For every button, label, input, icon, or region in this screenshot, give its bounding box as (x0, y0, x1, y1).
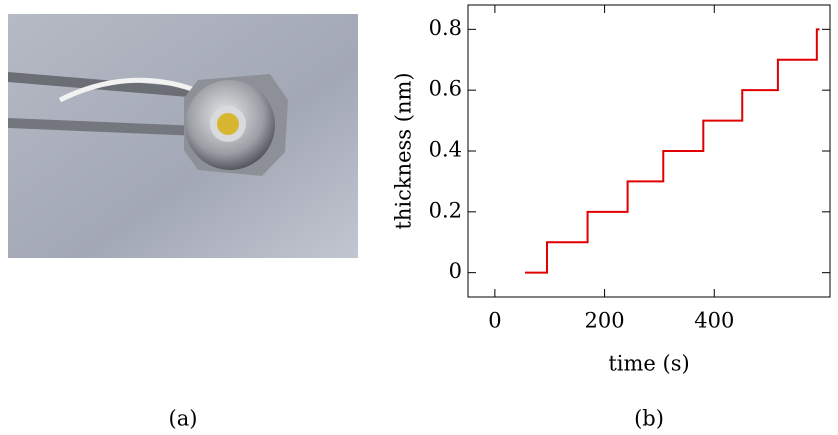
y-tick-label: 0.4 (429, 138, 462, 162)
y-tick-label: 0.6 (429, 77, 462, 101)
plot-frame (467, 4, 831, 298)
wire (58, 77, 201, 103)
y-axis-label: thickness (nm) (392, 72, 416, 229)
photo-background (8, 14, 358, 258)
y-tick-label: 0.2 (429, 198, 462, 222)
x-tick-label: 0 (488, 309, 501, 333)
caption: (b) (634, 407, 664, 431)
caption: (a) (169, 407, 198, 431)
y-tick-label: 0.8 (429, 16, 462, 40)
x-tick-label: 200 (585, 309, 625, 333)
chart: 0 200 400 0 0.2 0.4 0.6 0.8 time (s) thickness (n… (392, 4, 831, 431)
x-axis-label: time (s) (608, 352, 689, 376)
photo (8, 14, 358, 258)
data-line (525, 28, 820, 274)
y-tick-label: 0 (449, 259, 462, 283)
crystal (217, 113, 239, 135)
x-tick-label: 400 (694, 309, 734, 333)
rod (8, 118, 200, 136)
